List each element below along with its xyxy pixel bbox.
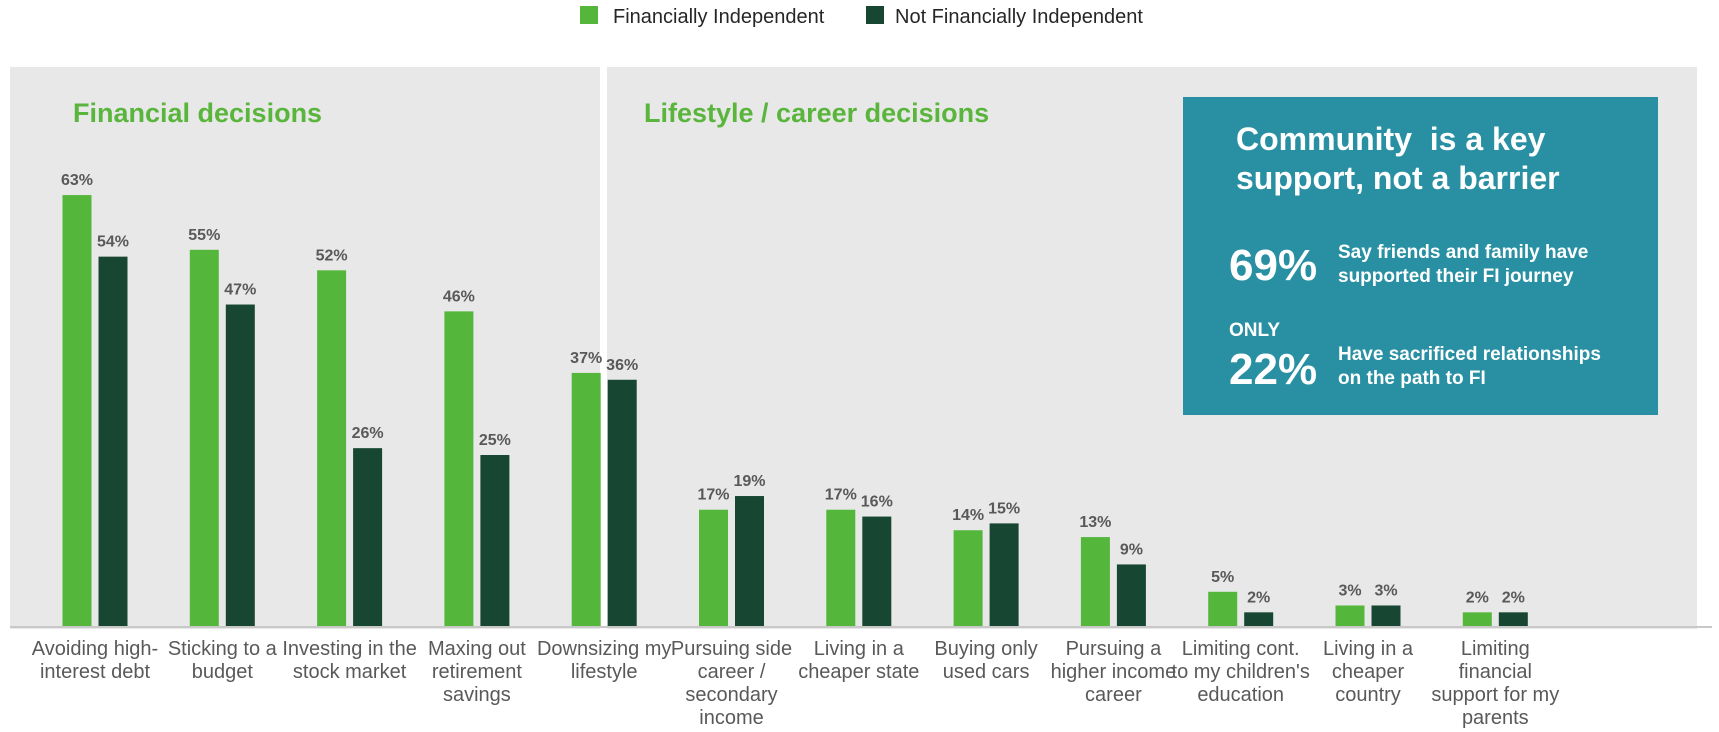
value-label-fi-7: 14%	[952, 507, 984, 524]
value-label-not-fi-1: 47%	[224, 282, 256, 299]
value-label-not-fi-10: 3%	[1374, 582, 1397, 599]
category-label-4: Downsizing my lifestyle	[537, 638, 671, 683]
bar-not-fi-2	[353, 448, 383, 626]
value-label-fi-6: 17%	[825, 487, 857, 504]
callout-background	[1183, 97, 1658, 415]
callout-stat1-value: 69%	[1229, 241, 1317, 290]
value-label-fi-5: 17%	[697, 487, 729, 504]
legend-swatch-financially-independent	[580, 6, 598, 24]
value-label-fi-10: 3%	[1338, 582, 1361, 599]
bar-not-fi-4	[607, 379, 637, 626]
value-label-not-fi-2: 26%	[352, 425, 384, 442]
category-label-0: Avoiding high-interest debt	[32, 638, 158, 683]
bar-fi-2	[317, 270, 347, 626]
category-label-9: Limiting cont. to my children's education	[1172, 638, 1310, 706]
bar-fi-1	[189, 249, 219, 627]
bar-not-fi-7	[989, 523, 1019, 626]
callout-stat2-text-line2: on the path to FI	[1338, 368, 1486, 389]
category-label-1: Sticking to a budget	[168, 638, 278, 683]
bar-fi-7	[953, 530, 983, 626]
value-labels: 63%54% 55%47%52%26%46%25%37% 36%17%19%17% 1…	[61, 172, 1525, 606]
value-label-fi-0: 63%	[61, 172, 93, 189]
value-label-not-fi-4: 36%	[606, 357, 638, 374]
panel-title-financial: Financial decisions	[73, 98, 322, 128]
value-label-not-fi-8: 9%	[1120, 541, 1143, 558]
bar-fi-6	[826, 509, 856, 626]
value-label-fi-4: 37%	[570, 350, 602, 367]
category-label-6: Living in a cheaper state	[798, 638, 919, 683]
bar-fi-5	[699, 509, 728, 626]
category-label-2: Investing in the stock market	[282, 638, 417, 683]
category-label-5: Pursuing side career / secondary income	[671, 638, 792, 729]
bar-fi-8	[1080, 537, 1110, 626]
value-label-fi-9: 5%	[1211, 569, 1234, 586]
value-label-fi-1: 55%	[188, 227, 220, 244]
legend-swatch-not-financially-independent	[866, 6, 884, 24]
callout-title-line2: support, not a barrier	[1236, 160, 1560, 196]
category-label-10: Living in a cheaper country	[1323, 638, 1414, 706]
callout-stat1-text-line2: supported their FI journey	[1338, 266, 1574, 287]
bar-fi-0	[62, 195, 92, 626]
bar-not-fi-8	[1116, 564, 1146, 626]
value-label-fi-2: 52%	[316, 247, 348, 264]
callout-stat2-value: 22%	[1229, 345, 1317, 394]
bars	[62, 195, 1528, 627]
category-label-7: Buying only used cars	[934, 638, 1037, 683]
callout-title-line1: Community is a key	[1236, 121, 1546, 157]
value-label-fi-3: 46%	[443, 288, 475, 305]
value-label-not-fi-7: 15%	[988, 500, 1020, 517]
category-label-3: Maxing out retirement savings	[428, 638, 526, 706]
bar-not-fi-5	[735, 496, 764, 626]
value-label-not-fi-11: 2%	[1502, 589, 1525, 606]
bar-fi-3	[444, 311, 474, 626]
value-label-not-fi-0: 54%	[97, 234, 129, 251]
bar-fi-9	[1208, 591, 1238, 626]
category-label-8: Pursuing a higher income career	[1051, 638, 1177, 706]
value-label-fi-11: 2%	[1466, 589, 1489, 606]
value-label-fi-8: 13%	[1079, 514, 1111, 531]
value-label-not-fi-6: 16%	[861, 494, 893, 511]
bar-not-fi-9	[1244, 612, 1274, 626]
value-label-not-fi-3: 25%	[479, 432, 511, 449]
bar-not-fi-3	[480, 455, 510, 626]
callout-stat1-text-line1: Say friends and family have	[1338, 242, 1588, 263]
bar-not-fi-11	[1498, 612, 1528, 626]
callout-box: Community is a key support, not a barrie…	[1183, 97, 1658, 415]
bar-not-fi-10	[1371, 605, 1401, 626]
legend-label-not-financially-independent: Not Financially Independent	[895, 6, 1143, 28]
callout-stat2-prefix: ONLY	[1229, 320, 1280, 341]
legend: Financially Independent Not Financially …	[580, 6, 1143, 28]
legend-label-financially-independent: Financially Independent	[613, 6, 825, 28]
value-label-not-fi-5: 19%	[733, 473, 765, 490]
bar-not-fi-0	[98, 256, 128, 626]
bar-fi-11	[1462, 612, 1492, 626]
callout-stat2-text-line1: Have sacrificed relationships	[1338, 344, 1601, 365]
bar-not-fi-1	[225, 304, 255, 626]
value-label-not-fi-9: 2%	[1247, 589, 1270, 606]
panel-title-lifestyle: Lifestyle / career decisions	[644, 98, 989, 128]
bar-not-fi-6	[862, 516, 892, 626]
bar-fi-10	[1335, 605, 1365, 626]
category-label-11: Limiting financial support for my parents	[1431, 638, 1559, 729]
bar-fi-4	[571, 372, 601, 626]
